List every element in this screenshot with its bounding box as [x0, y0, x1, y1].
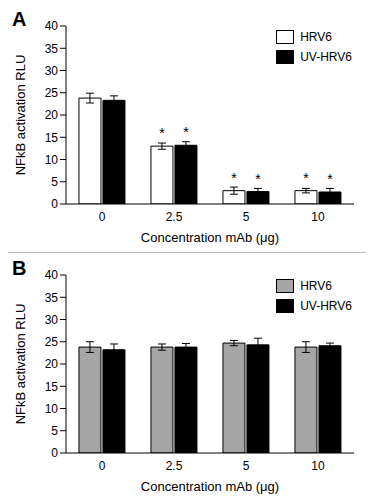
svg-text:40: 40 [45, 19, 59, 33]
svg-text:10: 10 [45, 153, 59, 167]
svg-text:NFkB activation RLU: NFkB activation RLU [13, 304, 28, 425]
svg-text:*: * [231, 170, 237, 186]
svg-text:20: 20 [45, 357, 59, 371]
html-text:HRV6: HRV6 [300, 30, 332, 44]
html-text:UV-HRV6: UV-HRV6 [300, 299, 352, 313]
html-text:A: A [12, 8, 27, 30]
svg-text:40: 40 [45, 268, 59, 282]
svg-text:15: 15 [45, 131, 59, 145]
svg-text:30: 30 [45, 313, 59, 327]
svg-text:2.5: 2.5 [166, 459, 183, 473]
svg-text:10: 10 [311, 210, 325, 224]
svg-text:0: 0 [99, 210, 106, 224]
svg-text:0: 0 [51, 446, 58, 460]
html-text:UV-HRV6: UV-HRV6 [300, 50, 352, 64]
svg-text:0: 0 [99, 459, 106, 473]
svg-text:*: * [303, 170, 309, 186]
html-text:HRV6: HRV6 [300, 279, 332, 293]
svg-text:30: 30 [45, 64, 59, 78]
svg-text:5: 5 [51, 175, 58, 189]
svg-text:2.5: 2.5 [166, 210, 183, 224]
html-text:B: B [12, 257, 27, 279]
svg-text:*: * [255, 171, 261, 187]
svg-text:5: 5 [243, 210, 250, 224]
svg-text:*: * [183, 124, 189, 140]
svg-text:10: 10 [311, 459, 325, 473]
svg-text:Concentration mAb (μg): Concentration mAb (μg) [141, 230, 279, 245]
svg-text:10: 10 [45, 402, 59, 416]
svg-text:0: 0 [51, 197, 58, 211]
svg-text:25: 25 [45, 86, 59, 100]
svg-text:35: 35 [45, 42, 59, 56]
svg-text:15: 15 [45, 380, 59, 394]
svg-text:35: 35 [45, 291, 59, 305]
svg-text:25: 25 [45, 335, 59, 349]
svg-text:20: 20 [45, 108, 59, 122]
svg-text:Concentration mAb (μg): Concentration mAb (μg) [141, 479, 279, 494]
svg-text:*: * [159, 125, 165, 141]
svg-text:NFkB activation RLU: NFkB activation RLU [13, 55, 28, 176]
svg-text:5: 5 [51, 424, 58, 438]
svg-text:*: * [327, 171, 333, 187]
svg-text:5: 5 [243, 459, 250, 473]
